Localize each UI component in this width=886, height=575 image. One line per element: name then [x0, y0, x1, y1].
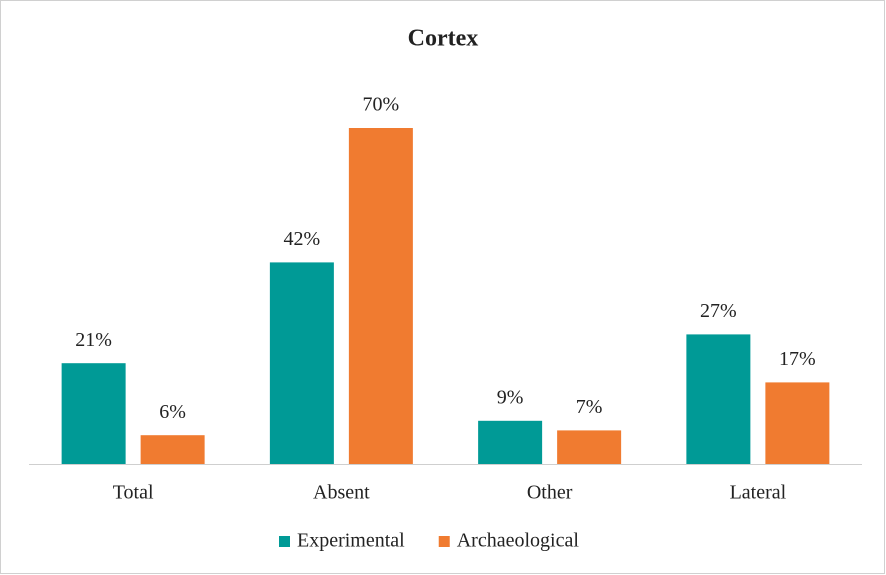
bar: [140, 435, 205, 464]
bar: [557, 430, 622, 464]
data-label: 27%: [700, 300, 737, 322]
bar: [269, 262, 334, 464]
bar: [61, 363, 126, 464]
bar: [348, 128, 413, 464]
data-label: 9%: [497, 386, 524, 408]
bar: [686, 334, 751, 464]
x-tick-label: Lateral: [730, 482, 787, 504]
legend-label: Experimental: [297, 530, 405, 552]
data-label: 21%: [75, 329, 112, 351]
data-label: 42%: [284, 228, 321, 250]
x-tick-label: Total: [113, 482, 154, 504]
chart-title: Cortex: [408, 26, 479, 52]
data-label: 7%: [576, 396, 603, 418]
bar: [765, 382, 830, 464]
legend-swatch: [438, 536, 450, 547]
data-label: 17%: [779, 348, 816, 370]
data-label: 6%: [159, 401, 186, 423]
data-label: 70%: [363, 94, 400, 116]
x-tick-label: Absent: [313, 482, 370, 504]
legend-swatch: [279, 536, 290, 547]
bar: [478, 420, 543, 464]
legend-label: Archaeological: [457, 530, 580, 552]
x-tick-label: Other: [527, 482, 573, 504]
